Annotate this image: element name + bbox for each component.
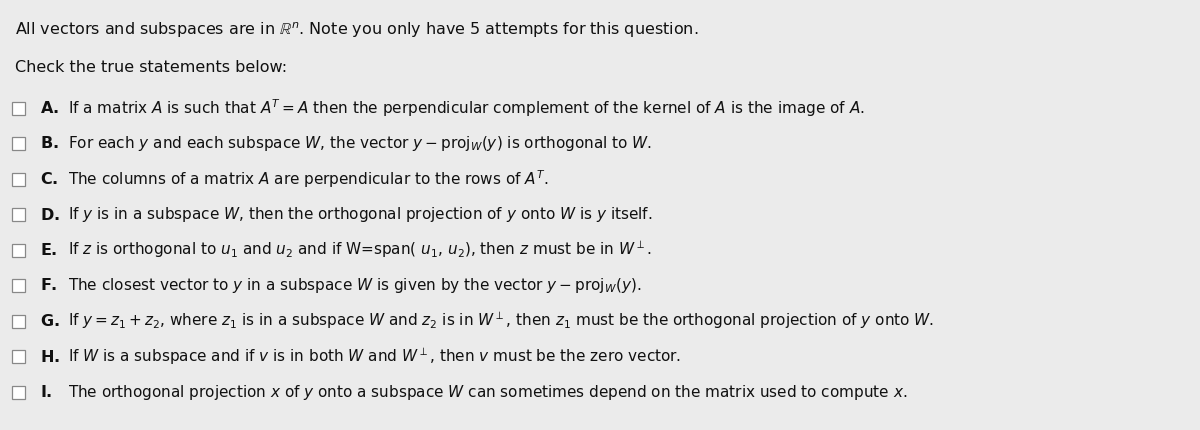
Text: All vectors and subspaces are in $\mathbb{R}^n$. Note you only have 5 attempts f: All vectors and subspaces are in $\mathb… [14,20,698,40]
Text: The orthogonal projection $x$ of $y$ onto a subspace $W$ can sometimes depend on: The orthogonal projection $x$ of $y$ ont… [68,383,907,402]
Bar [12,279,25,292]
Text: $\mathbf{H.}$: $\mathbf{H.}$ [40,348,60,365]
Text: If $W$ is a subspace and if $v$ is in both $W$ and $W^\perp$, then $v$ must be t: If $W$ is a subspace and if $v$ is in bo… [68,346,682,367]
Bar [12,314,25,328]
Text: If $y = z_1 + z_2$, where $z_1$ is in a subspace $W$ and $z_2$ is in $W^\perp$, : If $y = z_1 + z_2$, where $z_1$ is in a … [68,310,935,332]
Bar [12,386,25,399]
Text: If a matrix $A$ is such that $A^T = A$ then the perpendicular complement of the : If a matrix $A$ is such that $A^T = A$ t… [68,97,865,119]
Text: $\mathbf{F.}$: $\mathbf{F.}$ [40,277,58,294]
Text: $\mathbf{B.}$: $\mathbf{B.}$ [40,135,59,151]
Bar [12,208,25,221]
Text: For each $y$ and each subspace $W$, the vector $y - \mathrm{proj}_W(y)$ is ortho: For each $y$ and each subspace $W$, the … [68,134,652,153]
Bar [12,350,25,363]
Text: If $z$ is orthogonal to $u_1$ and $u_2$ and if W=span( $u_1$, $u_2$), then $z$ m: If $z$ is orthogonal to $u_1$ and $u_2$ … [68,240,652,261]
Bar [12,137,25,150]
Bar [12,243,25,257]
Text: $\mathbf{D.}$: $\mathbf{D.}$ [40,206,60,222]
Text: The closest vector to $y$ in a subspace $W$ is given by the vector $y - \mathrm{: The closest vector to $y$ in a subspace … [68,276,641,295]
Text: If $y$ is in a subspace $W$, then the orthogonal projection of $y$ onto $W$ is $: If $y$ is in a subspace $W$, then the or… [68,205,653,224]
Bar [12,172,25,185]
Bar [12,101,25,114]
Text: $\mathbf{G.}$: $\mathbf{G.}$ [40,313,60,329]
Text: The columns of a matrix $A$ are perpendicular to the rows of $A^T$.: The columns of a matrix $A$ are perpendi… [68,168,548,190]
Text: Check the true statements below:: Check the true statements below: [14,60,287,75]
Text: $\mathbf{I.}$: $\mathbf{I.}$ [40,384,53,400]
Text: $\mathbf{C.}$: $\mathbf{C.}$ [40,171,59,187]
Text: $\mathbf{A.}$: $\mathbf{A.}$ [40,100,59,116]
Text: $\mathbf{E.}$: $\mathbf{E.}$ [40,242,58,258]
